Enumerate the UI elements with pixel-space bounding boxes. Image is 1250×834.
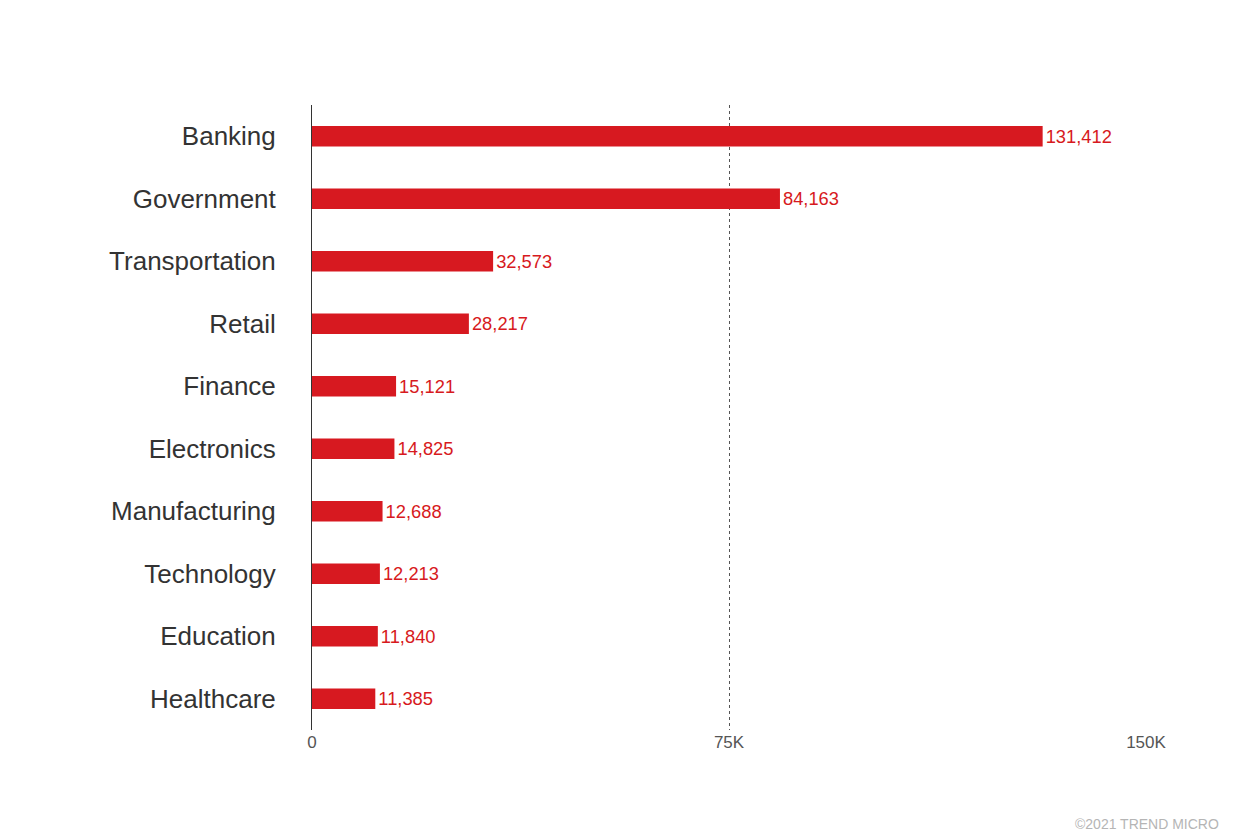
svg-text:11,385: 11,385 (378, 688, 433, 709)
svg-text:14,825: 14,825 (397, 438, 453, 459)
svg-text:28,217: 28,217 (472, 313, 528, 334)
svg-text:150K: 150K (1126, 733, 1166, 752)
svg-text:Government: Government (133, 184, 277, 214)
svg-text:Retail: Retail (209, 309, 275, 339)
svg-text:Finance: Finance (183, 371, 276, 401)
svg-text:12,213: 12,213 (383, 563, 439, 584)
svg-text:Manufacturing: Manufacturing (111, 496, 276, 526)
svg-text:Banking: Banking (182, 121, 276, 151)
svg-text:15,121: 15,121 (399, 376, 455, 397)
svg-text:84,163: 84,163 (783, 188, 839, 209)
svg-text:©2021 TREND MICRO: ©2021 TREND MICRO (1075, 816, 1219, 832)
svg-text:Healthcare: Healthcare (150, 684, 276, 714)
svg-text:12,688: 12,688 (386, 501, 442, 522)
svg-text:Technology: Technology (144, 559, 276, 589)
svg-text:Transportation: Transportation (109, 246, 276, 276)
svg-text:Education: Education (160, 621, 276, 651)
svg-text:131,412: 131,412 (1046, 126, 1112, 147)
svg-text:75K: 75K (714, 733, 745, 752)
svg-text:11,840: 11,840 (381, 626, 436, 647)
svg-text:32,573: 32,573 (496, 251, 552, 272)
svg-text:0: 0 (307, 733, 316, 752)
svg-text:Electronics: Electronics (149, 434, 276, 464)
